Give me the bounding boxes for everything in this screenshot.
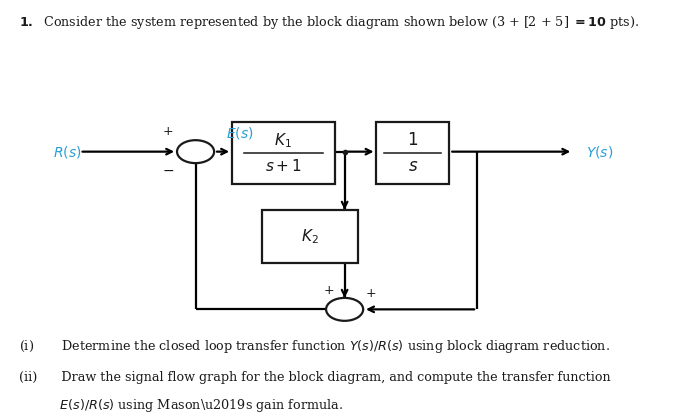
Text: +: + [163,125,174,138]
Text: $\mathbf{1.}$  Consider the system represented by the block diagram shown below : $\mathbf{1.}$ Consider the system repres… [19,14,639,31]
Text: $Y(s)$: $Y(s)$ [587,144,614,160]
Text: $E(s)$: $E(s)$ [226,125,254,141]
Text: $K_2$: $K_2$ [301,227,318,246]
Text: $s+1$: $s+1$ [265,158,301,174]
Text: $E(s)/R(s)$ using Mason\u2019s gain formula.: $E(s)/R(s)$ using Mason\u2019s gain form… [19,397,343,414]
Text: $1$: $1$ [408,132,418,149]
Text: $K_1$: $K_1$ [274,131,292,150]
Text: $s$: $s$ [408,158,418,175]
Text: (ii)      Draw the signal flow graph for the block diagram, and compute the tran: (ii) Draw the signal flow graph for the … [19,371,610,384]
Text: $R(s)$: $R(s)$ [53,144,82,160]
Text: −: − [162,164,174,178]
Circle shape [326,298,363,321]
Bar [377,122,450,184]
Bar [232,122,335,184]
Text: +: + [324,284,335,297]
Bar [262,210,358,263]
Text: (i)       Determine the closed loop transfer function $Y(s)/R(s)$ using block di: (i) Determine the closed loop transfer f… [19,338,610,355]
Text: +: + [365,287,376,300]
Circle shape [177,140,214,163]
